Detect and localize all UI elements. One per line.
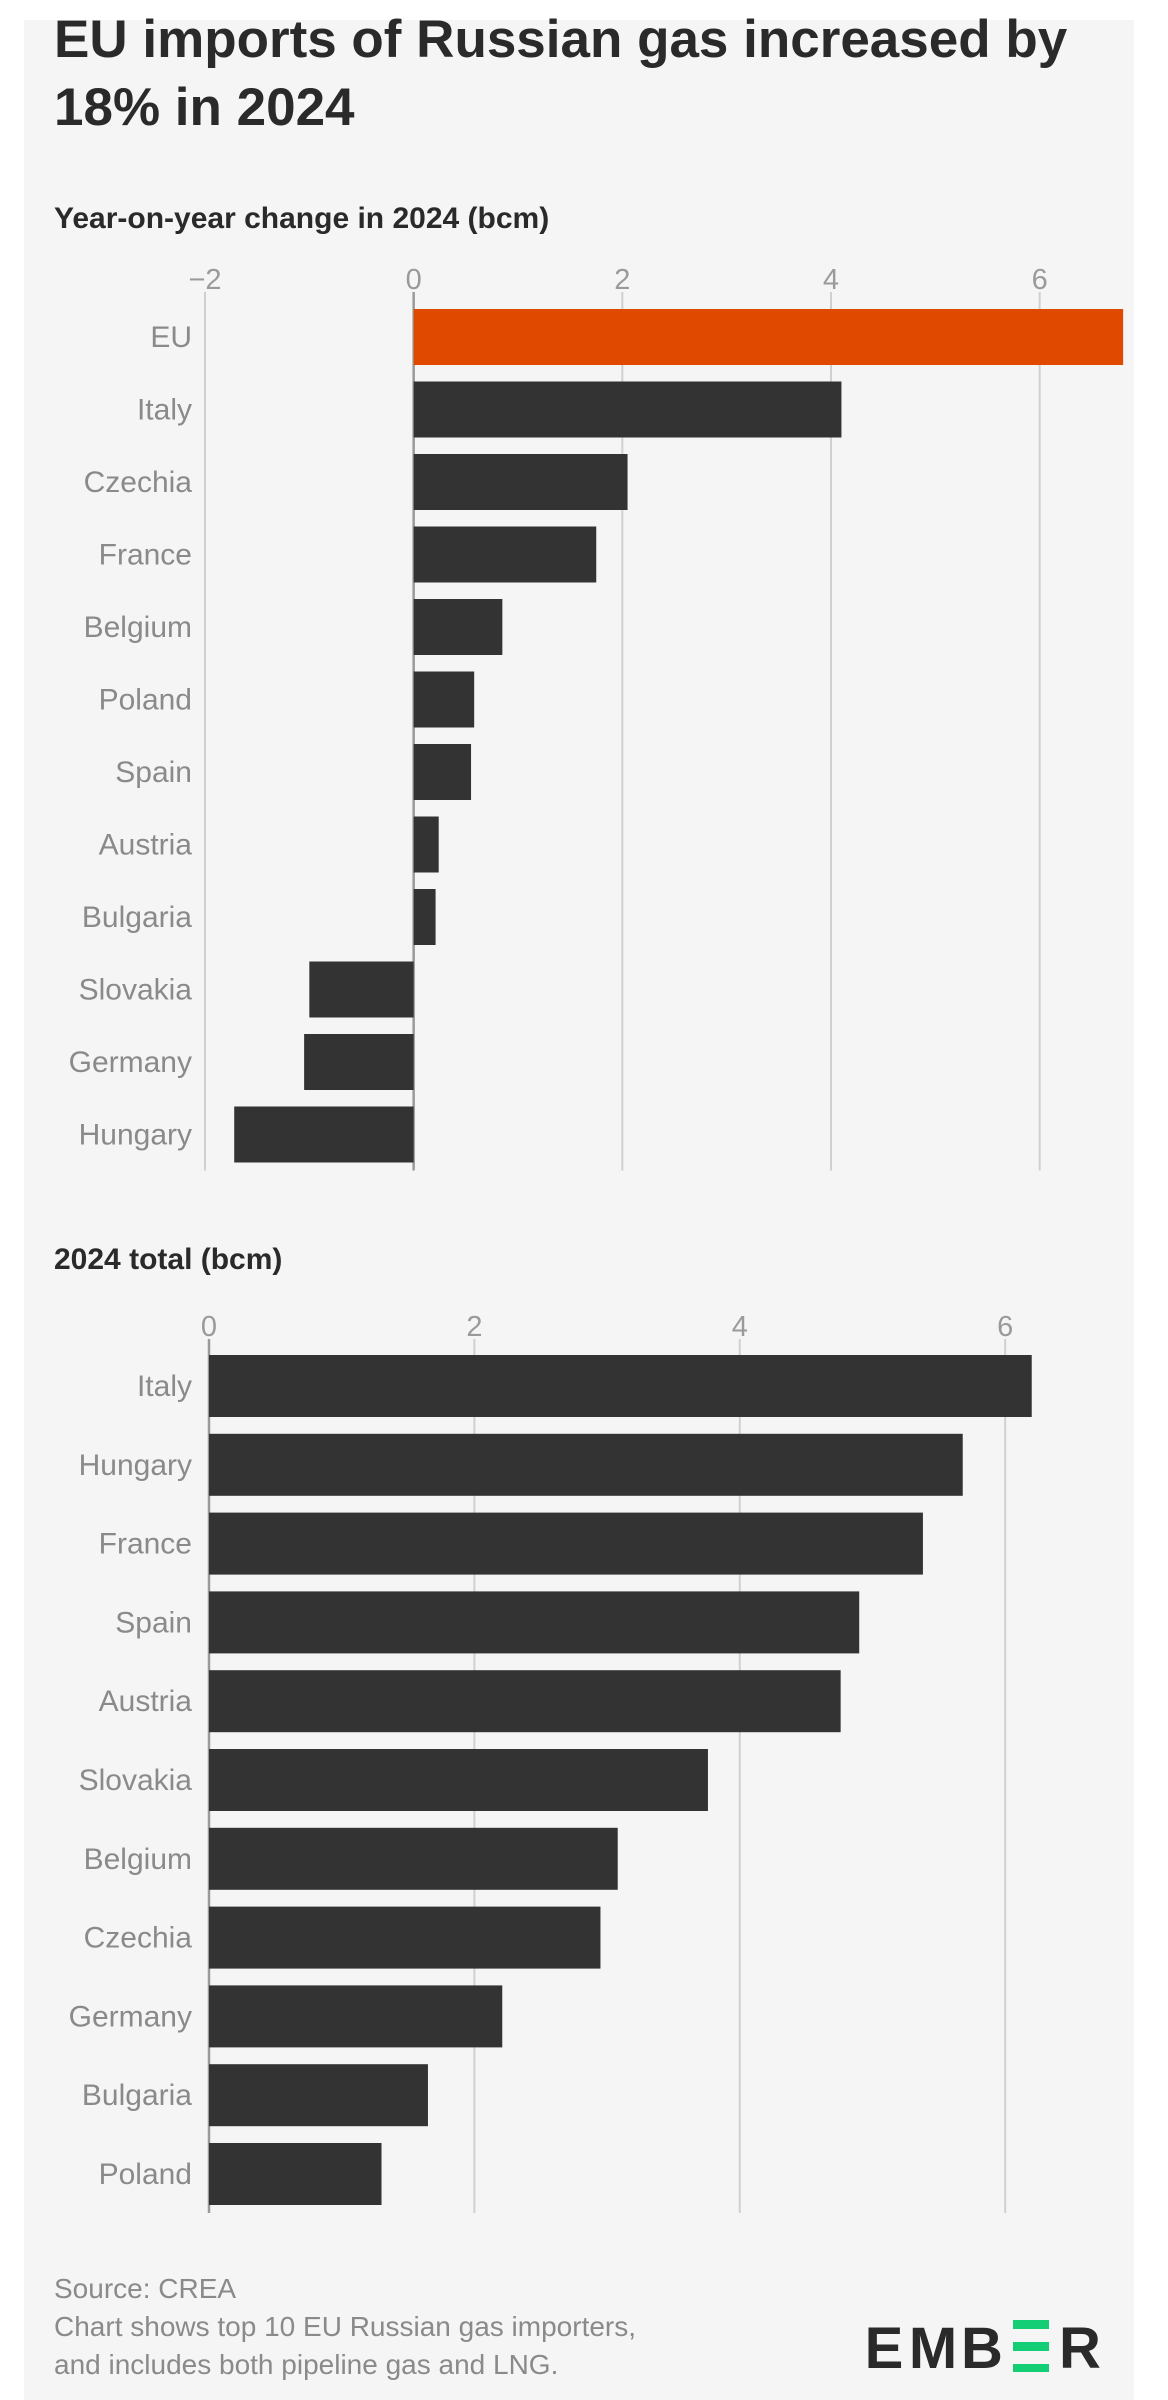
x-tick-label: 0	[406, 264, 422, 296]
bar-czechia	[413, 454, 628, 510]
bar-bulgaria	[209, 2064, 428, 2127]
category-label-poland: Poland	[99, 2158, 192, 2191]
bar-italy	[413, 381, 842, 438]
category-label-austria: Austria	[99, 829, 193, 862]
category-label-spain: Spain	[115, 1606, 192, 1639]
category-label-belgium: Belgium	[84, 611, 192, 644]
category-label-hungary: Hungary	[79, 1449, 192, 1482]
logo-accent-bar	[1013, 2320, 1049, 2329]
category-label-italy: Italy	[137, 1370, 192, 1403]
bar-austria	[209, 1670, 841, 1733]
category-label-slovakia: Slovakia	[79, 1764, 193, 1797]
bar-slovakia	[309, 961, 414, 1018]
category-label-hungary: Hungary	[79, 1119, 192, 1152]
bar-belgium	[209, 1827, 618, 1890]
bar-germany	[209, 1985, 503, 2048]
category-label-poland: Poland	[99, 684, 192, 717]
category-label-germany: Germany	[69, 2000, 192, 2033]
yoy-chart-title: Year-on-year change in 2024 (bcm)	[54, 202, 550, 235]
x-tick-label: 4	[823, 264, 839, 296]
bar-france	[209, 1512, 923, 1575]
logo-accent-bar	[1013, 2364, 1049, 2372]
bar-poland	[413, 671, 475, 728]
x-tick-label: 6	[1032, 264, 1048, 296]
logo-accent-bar	[1013, 2342, 1049, 2351]
x-tick-label: 0	[201, 1311, 217, 1343]
bar-hungary	[209, 1433, 963, 1496]
bar-germany	[304, 1034, 414, 1090]
bar-hungary	[234, 1106, 414, 1163]
bar-spain	[413, 744, 472, 800]
category-label-italy: Italy	[137, 394, 192, 427]
total-bar-chart: 0 2 4 6 Italy Hungary France Spain Austria Slovak…	[69, 1311, 1032, 2213]
category-label-bulgaria: Bulgaria	[82, 2079, 192, 2112]
chart-note-line-1: Chart shows top 10 EU Russian gas import…	[54, 2311, 637, 2342]
x-tick-label: 2	[614, 264, 630, 296]
bar-czechia	[209, 1906, 601, 1969]
footer: Source: CREA Chart shows top 10 EU Russi…	[54, 2270, 814, 2384]
source-note: Source: CREA	[54, 2273, 237, 2304]
bar-belgium	[413, 599, 503, 655]
category-label-slovakia: Slovakia	[79, 974, 193, 1007]
bar-poland	[209, 2143, 382, 2205]
category-label-france: France	[99, 539, 192, 572]
bar-italy	[209, 1355, 1032, 1417]
logo-letter: R	[1059, 2316, 1101, 2372]
bar-slovakia	[209, 1749, 708, 1811]
category-label-bulgaria: Bulgaria	[82, 901, 192, 934]
x-tick-label: 6	[997, 1311, 1013, 1343]
chart-note-line-2: and includes both pipeline gas and LNG.	[54, 2349, 559, 2380]
logo-letter: E	[865, 2316, 904, 2372]
x-tick-label: 2	[466, 1311, 482, 1343]
bar-spain	[209, 1591, 860, 1654]
category-label-eu: EU	[150, 321, 192, 354]
logo-letter: M	[909, 2316, 957, 2372]
logo-letter: B	[961, 2316, 1003, 2372]
yoy-change-bar-chart: −2 0 2 4 6 EU Italy Czechia France Belgium Poland S…	[69, 264, 1124, 1171]
bar-austria	[413, 816, 439, 873]
x-tick-label: −2	[188, 264, 221, 296]
category-label-spain: Spain	[115, 756, 192, 789]
x-tick-label: 4	[732, 1311, 748, 1343]
category-label-austria: Austria	[99, 1685, 193, 1718]
bar-france	[413, 526, 597, 583]
category-label-germany: Germany	[69, 1046, 192, 1079]
category-label-belgium: Belgium	[84, 1843, 192, 1876]
bar-bulgaria	[413, 889, 436, 945]
total-chart-title: 2024 total (bcm)	[54, 1243, 283, 1276]
chart-title: EU imports of Russian gas increased by 1…	[54, 10, 1068, 137]
bar-eu	[413, 309, 1124, 365]
category-label-france: France	[99, 1528, 192, 1561]
category-label-czechia: Czechia	[84, 1922, 193, 1955]
category-label-czechia: Czechia	[84, 466, 193, 499]
